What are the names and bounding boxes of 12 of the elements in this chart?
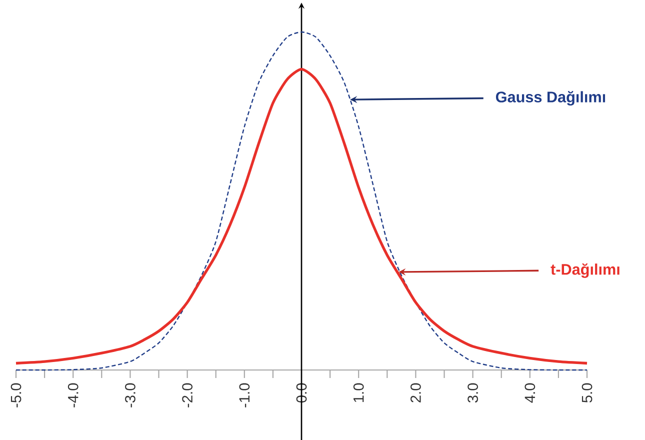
x-tick-label: -1.0 (239, 383, 250, 408)
annotation: t-Dağılımı (550, 263, 620, 278)
x-tick-label: 1.0 (353, 383, 364, 402)
x-tick-label: -3.0 (125, 383, 136, 408)
x-tick-label: 4.0 (524, 383, 536, 403)
x-tick-label: 3.0 (468, 383, 478, 403)
x-tick-label: -4.0 (68, 383, 78, 408)
x-tick-label: -5.0 (10, 383, 22, 408)
x-tick-label: 2.0 (410, 383, 421, 402)
annotation: Gauss Dağılımı (496, 91, 606, 106)
x-tick-label: -2.0 (182, 383, 192, 408)
x-tick-label: 5.0 (582, 383, 592, 403)
